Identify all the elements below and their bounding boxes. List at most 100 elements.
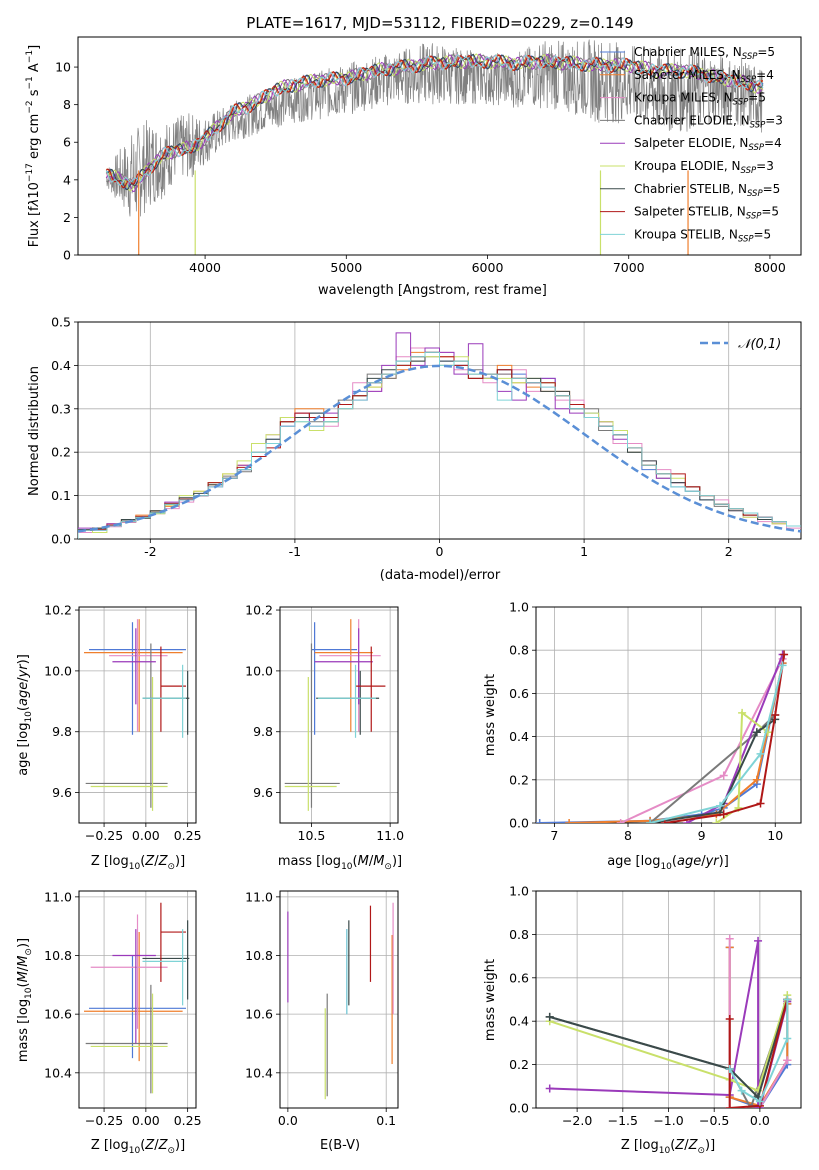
y-tick-label: 0.2 bbox=[509, 1057, 529, 1072]
weight-point-marker bbox=[616, 819, 625, 823]
y-tick-label: 0.4 bbox=[509, 1014, 529, 1029]
y-tick-label: 8 bbox=[63, 97, 71, 112]
weight-point-marker bbox=[755, 1097, 764, 1106]
y-tick-label: 0.8 bbox=[509, 927, 529, 942]
legend-label: Chabrier ELODIE, NSSP=3 bbox=[634, 113, 783, 130]
legend-label: Chabrier MILES, NSSP=5 bbox=[634, 45, 775, 62]
weight-point-marker bbox=[780, 650, 789, 659]
x-tick-label: -1 bbox=[289, 544, 301, 559]
weight-series-line bbox=[569, 662, 784, 823]
y-tick-label: 0.1 bbox=[51, 488, 71, 503]
mass-vs-EBV-panel: E(B-V) 0.0 0.1 10.4 10.6 10.8 11.0 bbox=[245, 889, 399, 1153]
weight-point-marker bbox=[783, 1034, 792, 1043]
plot-frame bbox=[535, 606, 802, 824]
legend-tail: =5 bbox=[757, 45, 775, 59]
age-vs-Z-panel: age [log10(age/yr)] Z [log10(Z/Z⊙)] −0.2… bbox=[16, 603, 202, 872]
figure-title: PLATE=1617, MJD=53112, FIBERID=0229, z=0… bbox=[246, 14, 633, 32]
weight-point-marker bbox=[725, 1064, 734, 1073]
y-tick-label: 0.8 bbox=[509, 643, 529, 658]
residuals-panel: (data-model)/error Normed distribution -… bbox=[27, 315, 802, 583]
y-tick-label: 0.2 bbox=[509, 772, 529, 787]
y-tick-label: 0.0 bbox=[509, 816, 529, 831]
weight-vs-age-panel: mass weight age [log10(age/yr)] 7 8 9 10 0.0… bbox=[483, 600, 802, 872]
y-tick-label: 10.2 bbox=[245, 603, 273, 618]
y-tick-label: 4 bbox=[63, 172, 71, 187]
x-tick-label: 1 bbox=[580, 544, 588, 559]
x-tick-label: 0.0 bbox=[278, 1113, 298, 1128]
weight-point-marker bbox=[738, 708, 747, 717]
weight-point-marker bbox=[536, 819, 544, 823]
weight-series-line bbox=[649, 718, 776, 823]
mass-vs-Z-panel: mass [log10(M/M⊙)] Z [log10(Z/Z⊙)] −0.25… bbox=[16, 889, 202, 1156]
legend-subscript: SSP bbox=[748, 143, 764, 153]
mass-Z-x-label: Z [log10(Z/Z⊙)] bbox=[91, 1138, 185, 1156]
x-tick-label: 4000 bbox=[189, 260, 221, 275]
legend-tail: =5 bbox=[754, 227, 772, 241]
errorbar-layer bbox=[287, 902, 394, 1100]
y-tick-label: 10.0 bbox=[44, 663, 72, 678]
weight-point-marker bbox=[545, 1012, 554, 1021]
x-tick-label: −2.0 bbox=[562, 1113, 592, 1128]
age-Z-y-label: age [log10(age/yr)] bbox=[16, 654, 34, 776]
weight-series-layer bbox=[545, 934, 792, 1108]
weight-point-marker bbox=[756, 799, 765, 808]
weight-point-marker bbox=[746, 1104, 755, 1108]
legend-subscript: SSP bbox=[741, 166, 757, 176]
legend-tail: =5 bbox=[761, 205, 779, 219]
errorbar-layer bbox=[84, 902, 190, 1094]
age-vs-mass-panel: mass [log10(M/M⊙)] 10.5 11.0 9.6 9.8 10.0 10.… bbox=[245, 603, 404, 872]
weight-point-marker bbox=[725, 934, 734, 943]
x-tick-label: 8000 bbox=[754, 260, 786, 275]
legend-tail: =3 bbox=[765, 113, 783, 127]
errorbar-layer bbox=[284, 619, 386, 811]
x-tick-label: 11.0 bbox=[376, 828, 404, 843]
legend-label-normal: 𝒩(0,1) bbox=[738, 337, 781, 352]
weight-point-marker bbox=[545, 1084, 554, 1093]
y-tick-label: 2 bbox=[63, 210, 71, 225]
legend-tail: =5 bbox=[763, 182, 781, 196]
x-tick-label: 7 bbox=[550, 828, 558, 843]
weight-point-marker bbox=[725, 1015, 734, 1024]
weight-series-line bbox=[539, 662, 784, 823]
age-Z-x-label: Z [log10(Z/Z⊙)] bbox=[91, 854, 185, 872]
legend-subscript: SSP bbox=[738, 234, 754, 244]
model-spectrum-line bbox=[105, 54, 764, 189]
x-tick-label: 10 bbox=[767, 828, 783, 843]
weight-point-marker bbox=[752, 728, 761, 737]
spectrum-legend: Chabrier MILES, NSSP=5 Salpeter MILES, NS… bbox=[600, 45, 783, 244]
y-tick-label: 0.6 bbox=[509, 970, 529, 985]
y-tick-label: 10.6 bbox=[245, 1007, 273, 1022]
normal-distribution-curve bbox=[78, 364, 801, 533]
x-tick-label: 2 bbox=[725, 544, 733, 559]
weight-point-marker bbox=[756, 749, 765, 758]
weight-point-marker bbox=[719, 771, 728, 780]
y-tick-label: 9.6 bbox=[253, 785, 273, 800]
y-tick-label: 0 bbox=[63, 248, 71, 263]
y-tick-label: 10.2 bbox=[44, 603, 72, 618]
spectrum-x-label: wavelength [Angstrom, rest frame] bbox=[318, 283, 547, 298]
weight-age-x-label: age [log10(age/yr)] bbox=[607, 854, 729, 872]
axes-layer bbox=[280, 607, 398, 823]
y-tick-label: 1.0 bbox=[509, 600, 529, 615]
weight-series-line bbox=[728, 999, 789, 1108]
weight-point-marker bbox=[778, 661, 787, 670]
legend-label: Kroupa ELODIE, NSSP=3 bbox=[634, 159, 774, 176]
weight-age-y-label: mass weight bbox=[483, 674, 498, 756]
x-tick-label: 8 bbox=[624, 828, 632, 843]
mass-EBV-x-label: E(B-V) bbox=[320, 1138, 360, 1153]
weight-point-marker bbox=[716, 801, 725, 810]
plot-frame bbox=[77, 36, 802, 256]
axes-layer bbox=[280, 891, 398, 1108]
weight-series-line bbox=[549, 994, 789, 1092]
weight-series-line bbox=[715, 710, 769, 823]
y-tick-label: 10 bbox=[55, 60, 71, 75]
x-tick-label: 0.00 bbox=[132, 828, 160, 843]
legend-subscript: SSP bbox=[750, 120, 766, 130]
weight-point-marker bbox=[752, 775, 761, 784]
y-tick-label: 6 bbox=[63, 135, 71, 150]
y-tick-label: 9.8 bbox=[253, 724, 273, 739]
plot-frame bbox=[78, 606, 197, 824]
weight-point-marker bbox=[771, 711, 780, 719]
y-tick-label: 9.6 bbox=[52, 785, 72, 800]
